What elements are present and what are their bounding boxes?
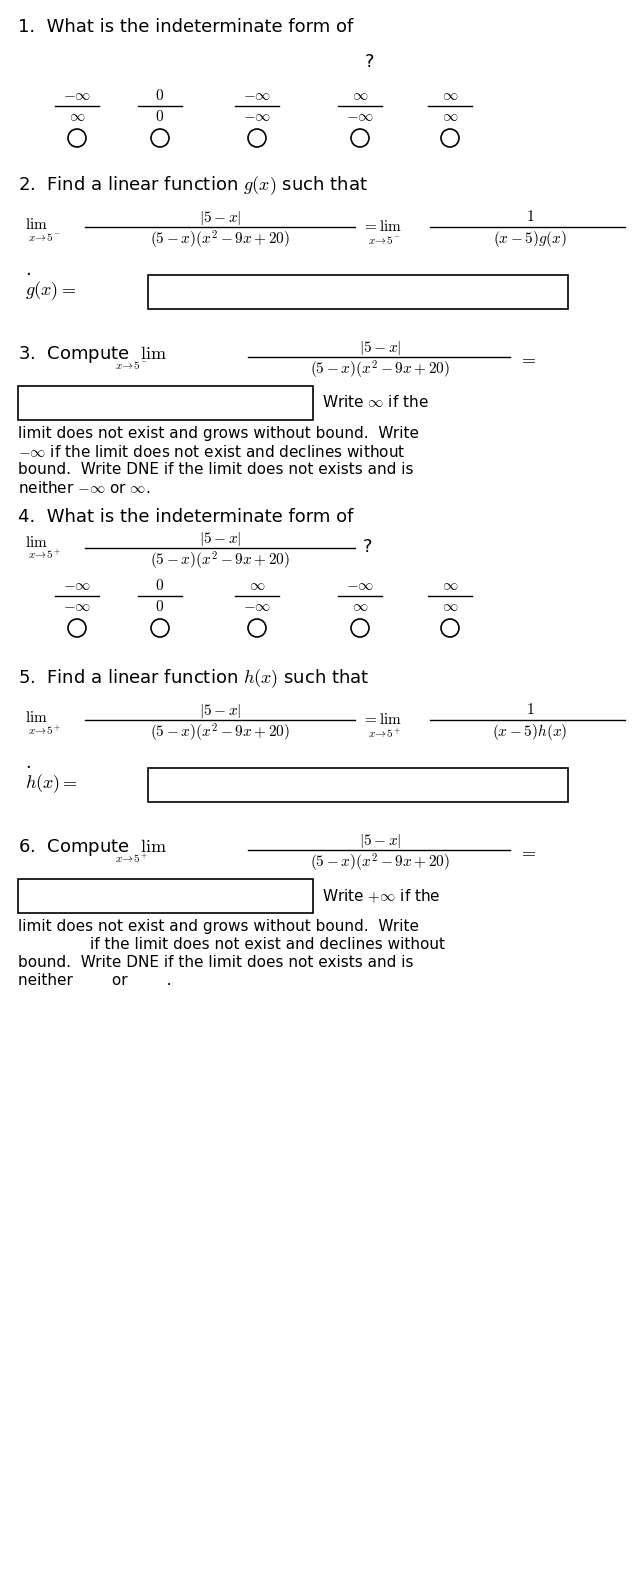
Text: $\infty$: $\infty$ (352, 88, 368, 104)
Text: $(5 - x)(x^2 - 9x + 20)$: $(5 - x)(x^2 - 9x + 20)$ (310, 852, 450, 875)
Text: 5.  Find a linear function $h(x)$ such that: 5. Find a linear function $h(x)$ such th… (18, 667, 370, 689)
Text: $1$: $1$ (526, 702, 534, 717)
Text: $1$: $1$ (526, 209, 534, 223)
Text: $\infty$: $\infty$ (442, 578, 458, 594)
Text: $x\!\to\!5^+$: $x\!\to\!5^+$ (368, 728, 401, 741)
Text: $= \lim$: $= \lim$ (362, 712, 402, 728)
FancyBboxPatch shape (148, 768, 568, 803)
Text: $-\infty$: $-\infty$ (243, 109, 271, 124)
Text: $(5 - x)(x^2 - 9x + 20)$: $(5 - x)(x^2 - 9x + 20)$ (150, 721, 290, 744)
Text: $-\infty$: $-\infty$ (63, 88, 91, 104)
FancyBboxPatch shape (18, 386, 313, 420)
Text: $\infty$: $\infty$ (352, 598, 368, 614)
Text: $\lim$: $\lim$ (25, 710, 48, 725)
Text: neither        or        .: neither or . (18, 974, 172, 988)
Text: $x\!\to\!5^-$: $x\!\to\!5^-$ (115, 359, 148, 370)
FancyBboxPatch shape (18, 879, 313, 913)
Text: $0$: $0$ (156, 109, 165, 124)
Text: $0$: $0$ (156, 598, 165, 614)
Text: ?: ? (365, 53, 375, 70)
Text: ?: ? (363, 538, 372, 555)
Text: $|5 - x|$: $|5 - x|$ (359, 338, 401, 358)
Text: $(x - 5)g(x)$: $(x - 5)g(x)$ (493, 228, 567, 249)
Text: limit does not exist and grows without bound.  Write: limit does not exist and grows without b… (18, 919, 419, 934)
Text: $-\infty$: $-\infty$ (243, 88, 271, 104)
Text: $x\!\to\!5^-$: $x\!\to\!5^-$ (368, 235, 401, 246)
Text: .: . (25, 753, 31, 772)
Text: $(5 - x)(x^2 - 9x + 20)$: $(5 - x)(x^2 - 9x + 20)$ (310, 359, 450, 381)
Text: $x\!\to\!5^-$: $x\!\to\!5^-$ (28, 231, 61, 243)
Text: Write $+\infty$ if the: Write $+\infty$ if the (322, 887, 440, 905)
FancyBboxPatch shape (148, 275, 568, 310)
Text: $|5 - x|$: $|5 - x|$ (199, 530, 241, 547)
Text: $x\!\to\!5^+$: $x\!\to\!5^+$ (28, 725, 61, 737)
Text: $|5 - x|$: $|5 - x|$ (199, 209, 241, 227)
Text: $h(x) =$: $h(x) =$ (25, 772, 78, 795)
Text: bound.  Write DNE if the limit does not exists and is: bound. Write DNE if the limit does not e… (18, 954, 413, 970)
Text: 2.  Find a linear function $g(x)$ such that: 2. Find a linear function $g(x)$ such th… (18, 174, 368, 196)
Text: 3.  Compute  $\lim$: 3. Compute $\lim$ (18, 345, 167, 365)
Text: $\infty$: $\infty$ (69, 109, 85, 124)
Text: $\lim$: $\lim$ (25, 535, 48, 551)
Text: $g(x) =$: $g(x) =$ (25, 279, 76, 302)
Text: $-\infty$: $-\infty$ (63, 598, 91, 614)
Text: $\infty$: $\infty$ (442, 598, 458, 614)
Text: $|5 - x|$: $|5 - x|$ (359, 832, 401, 851)
Text: $0$: $0$ (156, 578, 165, 594)
Text: $\infty$: $\infty$ (249, 578, 265, 594)
Text: Write $\infty$ if the: Write $\infty$ if the (322, 394, 429, 410)
Text: $0$: $0$ (156, 88, 165, 104)
Text: $-\infty$ if the limit does not exist and declines without: $-\infty$ if the limit does not exist an… (18, 444, 406, 460)
Text: bound.  Write DNE if the limit does not exists and is: bound. Write DNE if the limit does not e… (18, 461, 413, 477)
Text: $\lim$: $\lim$ (25, 217, 48, 231)
Text: $=$: $=$ (518, 843, 536, 860)
Text: $(5 - x)(x^2 - 9x + 20)$: $(5 - x)(x^2 - 9x + 20)$ (150, 228, 290, 251)
Text: .: . (25, 262, 31, 279)
Text: $-\infty$: $-\infty$ (243, 598, 271, 614)
Text: if the limit does not exist and declines without: if the limit does not exist and declines… (90, 937, 445, 951)
Text: $x\!\to\!5^+$: $x\!\to\!5^+$ (28, 547, 61, 562)
Text: $-\infty$: $-\infty$ (346, 578, 374, 594)
Text: $x\!\to\!5^+$: $x\!\to\!5^+$ (115, 852, 148, 867)
Text: $(x - 5)h(x)$: $(x - 5)h(x)$ (493, 721, 568, 742)
Text: $(5 - x)(x^2 - 9x + 20)$: $(5 - x)(x^2 - 9x + 20)$ (150, 551, 290, 571)
Text: limit does not exist and grows without bound.  Write: limit does not exist and grows without b… (18, 426, 419, 440)
Text: $\infty$: $\infty$ (442, 88, 458, 104)
Text: 4.  What is the indeterminate form of: 4. What is the indeterminate form of (18, 508, 354, 527)
Text: $-\infty$: $-\infty$ (346, 109, 374, 124)
Text: $= \lim$: $= \lim$ (362, 219, 402, 235)
Text: $-\infty$: $-\infty$ (63, 578, 91, 594)
Text: $=$: $=$ (518, 350, 536, 367)
Text: $\infty$: $\infty$ (442, 109, 458, 124)
Text: $|5 - x|$: $|5 - x|$ (199, 702, 241, 720)
Text: neither $-\infty$ or $\infty$.: neither $-\infty$ or $\infty$. (18, 480, 150, 496)
Text: 1.  What is the indeterminate form of: 1. What is the indeterminate form of (18, 18, 353, 37)
Text: 6.  Compute  $\lim$: 6. Compute $\lim$ (18, 836, 167, 859)
